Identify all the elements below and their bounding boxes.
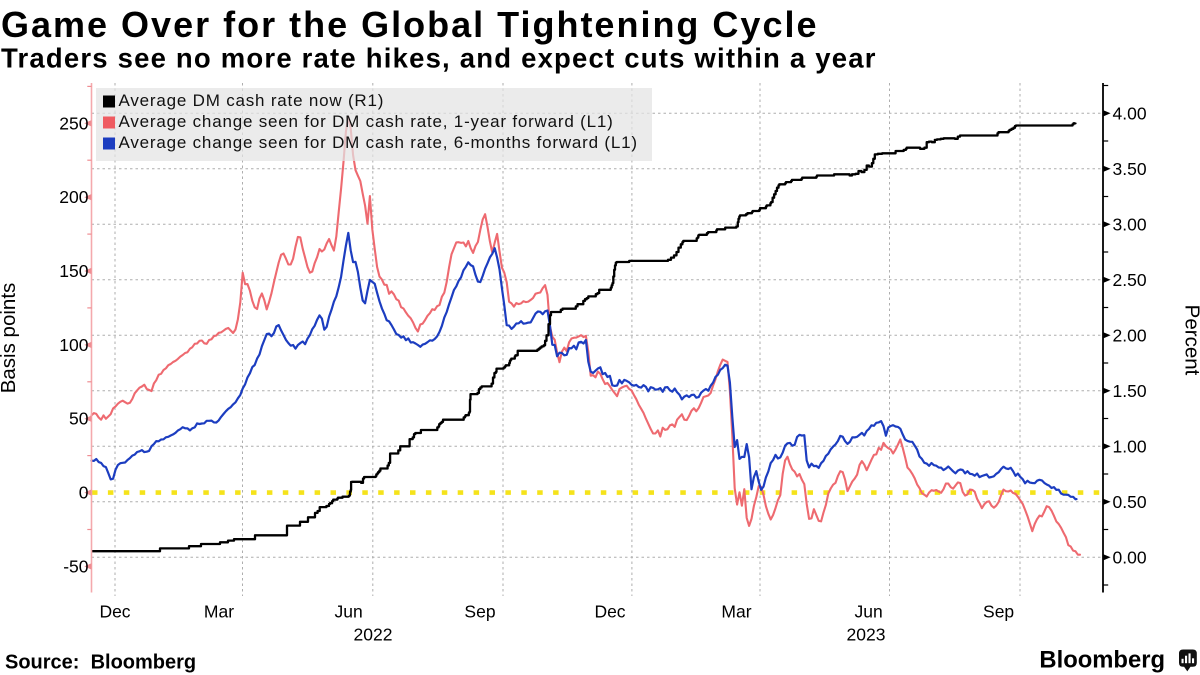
svg-text:Traders see no more rate hikes: Traders see no more rate hikes, and expe… xyxy=(1,43,877,74)
svg-text:150: 150 xyxy=(59,261,88,281)
svg-text:1.50: 1.50 xyxy=(1113,381,1147,401)
svg-text:2023: 2023 xyxy=(847,625,886,645)
svg-text:Dec: Dec xyxy=(99,602,130,622)
svg-text:0: 0 xyxy=(79,483,89,503)
svg-text:250: 250 xyxy=(59,113,88,133)
svg-text:Basis points: Basis points xyxy=(0,283,20,394)
svg-text:4.00: 4.00 xyxy=(1113,103,1147,123)
svg-text:0.50: 0.50 xyxy=(1113,492,1147,512)
svg-text:2022: 2022 xyxy=(354,625,393,645)
svg-text:1.00: 1.00 xyxy=(1113,436,1147,456)
svg-text:Average change seen for DM cas: Average change seen for DM cash rate, 1-… xyxy=(119,112,614,131)
svg-text:0.00: 0.00 xyxy=(1113,547,1147,567)
svg-text:2.50: 2.50 xyxy=(1113,270,1147,290)
svg-text:Mar: Mar xyxy=(721,602,751,622)
svg-text:-50: -50 xyxy=(63,556,89,576)
svg-text:Sep: Sep xyxy=(464,602,495,622)
svg-text:2.00: 2.00 xyxy=(1113,325,1147,345)
svg-text:Average change seen for DM cas: Average change seen for DM cash rate, 6-… xyxy=(119,133,638,152)
svg-text:3.00: 3.00 xyxy=(1113,214,1147,234)
svg-text:Percent: Percent xyxy=(1181,305,1200,376)
svg-text:Game Over for the Global Tight: Game Over for the Global Tightening Cycl… xyxy=(1,4,819,45)
svg-text:100: 100 xyxy=(59,335,88,355)
svg-text:Average DM cash rate now (R1): Average DM cash rate now (R1) xyxy=(119,91,385,110)
svg-text:Jun: Jun xyxy=(854,602,882,622)
svg-text:3.50: 3.50 xyxy=(1113,159,1147,179)
svg-text:Jun: Jun xyxy=(334,602,362,622)
svg-text:Sep: Sep xyxy=(983,602,1014,622)
svg-text:Dec: Dec xyxy=(594,602,625,622)
svg-text:Bloomberg: Bloomberg xyxy=(1039,647,1165,674)
svg-text:50: 50 xyxy=(69,409,89,429)
svg-text:Mar: Mar xyxy=(204,602,234,622)
svg-text:200: 200 xyxy=(59,187,88,207)
svg-text:Source: Bloomberg: Source: Bloomberg xyxy=(5,652,196,674)
